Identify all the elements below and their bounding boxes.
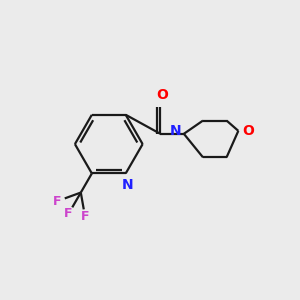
Text: F: F bbox=[64, 208, 73, 220]
Text: O: O bbox=[156, 88, 168, 102]
Text: O: O bbox=[242, 124, 254, 138]
Text: F: F bbox=[53, 194, 62, 208]
Text: N: N bbox=[169, 124, 181, 138]
Text: N: N bbox=[122, 178, 133, 192]
Text: F: F bbox=[81, 210, 89, 224]
